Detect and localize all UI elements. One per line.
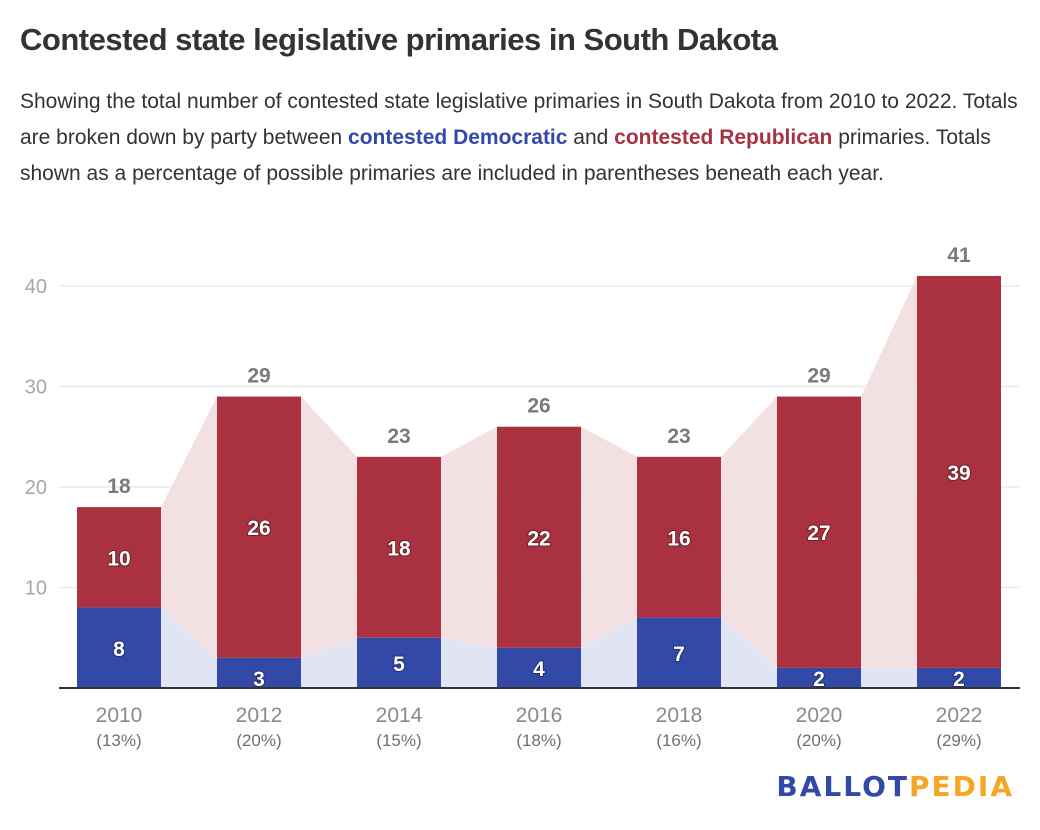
y-tick-label: 20 [25,477,47,499]
democratic-connector-area [441,637,497,688]
y-tick-label: 10 [25,578,47,600]
x-tick-percentage: (18%) [516,731,561,750]
republican-value-label: 26 [247,517,270,540]
democratic-bar [77,607,161,688]
democratic-bar [497,647,581,688]
democratic-value-label: 7 [673,643,685,666]
democratic-connector-area [861,667,917,688]
democratic-value-label: 3 [253,668,265,691]
democratic-value-label: 4 [533,658,545,681]
republican-bar [357,456,441,638]
x-tick-percentage: (16%) [656,731,701,750]
bars [77,275,1001,688]
republican-connector-area [441,426,497,648]
democratic-bar [357,637,441,688]
democratic-connector-area [161,607,217,688]
republican-value-label: 39 [947,462,970,485]
x-tick-percentage: (29%) [936,731,981,750]
republican-value-label: 22 [527,527,550,550]
x-tick-label: 2018 [656,704,703,727]
democratic-bar [637,617,721,688]
republican-bar [637,456,721,618]
republican-highlight: contested Republican [614,126,833,149]
republican-bar [777,396,861,668]
democratic-connector-area [301,637,357,688]
democratic-connector-area [721,617,777,688]
x-tick-label: 2016 [516,704,563,727]
republican-bar [917,275,1001,668]
total-value-label: 26 [527,395,550,418]
logo-part-ballot: BALLOT [776,770,910,803]
total-value-label: 41 [947,244,971,267]
chart-title: Contested state legislative primaries in… [20,22,778,57]
democratic-value-label: 5 [393,653,405,676]
democratic-highlight: contested Democratic [348,126,568,149]
description-text: Showing the total number of contested st… [20,90,1018,149]
x-tick-label: 2022 [936,704,983,727]
total-value-label: 23 [387,425,410,448]
republican-connector-area [721,396,777,668]
x-tick-percentage: (20%) [236,731,281,750]
republican-connector-area [301,396,357,658]
x-tick-label: 2020 [796,704,843,727]
democratic-connector-area [581,617,637,688]
democratic-bar [217,657,301,688]
republican-value-label: 10 [107,547,130,570]
total-value-label: 18 [107,475,131,498]
description-text: primaries. Totals shown as a percentage … [20,126,991,185]
republican-value-label: 16 [667,527,690,550]
democratic-bar [917,667,1001,688]
democratic-value-label: 2 [953,668,965,691]
total-value-label: 29 [807,365,830,388]
republican-connector-area [861,275,917,668]
x-tick-label: 2014 [376,704,423,727]
democratic-value-label: 8 [113,638,125,661]
x-tick-label: 2010 [96,704,143,727]
y-tick-label: 40 [25,276,47,298]
y-tick-label: 30 [25,377,47,399]
republican-connector-area [581,426,637,648]
republican-connector-area [161,396,217,658]
republican-bar [217,396,301,658]
democratic-bar [777,667,861,688]
republican-bar [77,507,161,608]
ballotpedia-logo: BALLOTPEDIA [776,770,1014,803]
labels: 10 20 30 40 8 10 18 2010 (13%) 3 26 29 2012 (20%) 5 18 2… [25,244,983,750]
chart-description: Showing the total number of contested st… [20,84,1020,192]
democratic-value-label: 2 [813,668,825,691]
total-value-label: 23 [667,425,690,448]
logo-part-pedia: PEDIA [909,770,1014,803]
connector-areas [161,275,917,688]
republican-value-label: 27 [807,522,830,545]
x-tick-percentage: (20%) [796,731,841,750]
republican-bar [497,426,581,648]
x-tick-percentage: (15%) [376,731,421,750]
republican-value-label: 18 [387,537,411,560]
x-tick-label: 2012 [236,704,283,727]
x-tick-percentage: (13%) [96,731,141,750]
description-text: and [567,126,615,149]
total-value-label: 29 [247,365,270,388]
